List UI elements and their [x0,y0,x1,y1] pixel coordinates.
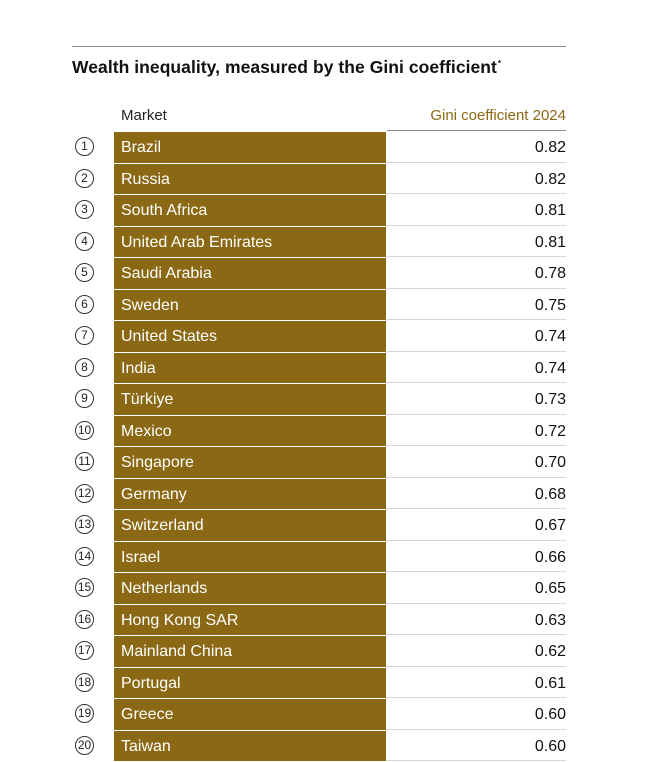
rank-badge: 13 [75,515,94,534]
rank-badge: 8 [75,358,94,377]
rank-badge: 19 [75,704,94,723]
column-header-market: Market [121,107,167,124]
rank-badge: 11 [75,452,94,471]
market-cell: Greece [114,699,386,730]
gini-value-cell: 0.70 [387,447,566,478]
header-rule [387,130,566,131]
rank-badge: 7 [75,326,94,345]
column-header-gini: Gini coefficient 2024 [430,107,566,124]
chart-title-text: Wealth inequality, measured by the Gini … [72,57,497,77]
top-rule [72,46,566,47]
market-cell: India [114,353,386,384]
gini-value-cell: 0.73 [387,384,566,415]
gini-value-cell: 0.61 [387,668,566,699]
rank-badge: 20 [75,736,94,755]
market-cell: Israel [114,542,386,573]
title-footnote-mark: * [498,59,501,68]
table-header: Market Gini coefficient 2024 [0,100,666,132]
market-cell: United Arab Emirates [114,227,386,258]
gini-value-cell: 0.66 [387,542,566,573]
rank-badge: 6 [75,295,94,314]
gini-value-cell: 0.62 [387,636,566,667]
market-cell: Hong Kong SAR [114,605,386,636]
rank-badge: 12 [75,484,94,503]
market-cell: Taiwan [114,731,386,762]
gini-value-cell: 0.81 [387,195,566,226]
market-cell: South Africa [114,195,386,226]
gini-value-cell: 0.81 [387,227,566,258]
gini-value-cell: 0.63 [387,605,566,636]
rank-badge: 5 [75,263,94,282]
rank-badge: 9 [75,389,94,408]
market-cell: Türkiye [114,384,386,415]
rank-badge: 1 [75,137,94,156]
rank-badge: 17 [75,641,94,660]
gini-value-cell: 0.60 [387,699,566,730]
rank-badge: 16 [75,610,94,629]
rank-badge: 2 [75,169,94,188]
chart-title: Wealth inequality, measured by the Gini … [72,57,501,78]
market-cell: Brazil [114,132,386,163]
gini-value-cell: 0.72 [387,416,566,447]
gini-value-cell: 0.68 [387,479,566,510]
market-cell: Saudi Arabia [114,258,386,289]
rank-badge: 15 [75,578,94,597]
gini-value-cell: 0.60 [387,731,566,762]
gini-value-cell: 0.67 [387,510,566,541]
rank-badge: 10 [75,421,94,440]
gini-value-cell: 0.74 [387,353,566,384]
market-cell: Netherlands [114,573,386,604]
gini-value-cell: 0.65 [387,573,566,604]
market-cell: United States [114,321,386,352]
market-cell: Germany [114,479,386,510]
market-cell: Mexico [114,416,386,447]
gini-value-cell: 0.74 [387,321,566,352]
rank-badge: 3 [75,200,94,219]
rank-badge: 4 [75,232,94,251]
gini-value-cell: 0.82 [387,164,566,195]
gini-value-cell: 0.82 [387,132,566,163]
market-cell: Mainland China [114,636,386,667]
market-cell: Sweden [114,290,386,321]
rank-badge: 18 [75,673,94,692]
gini-value-cell: 0.75 [387,290,566,321]
gini-value-cell: 0.78 [387,258,566,289]
market-cell: Russia [114,164,386,195]
market-cell: Switzerland [114,510,386,541]
market-cell: Singapore [114,447,386,478]
market-cell: Portugal [114,668,386,699]
rank-badge: 14 [75,547,94,566]
